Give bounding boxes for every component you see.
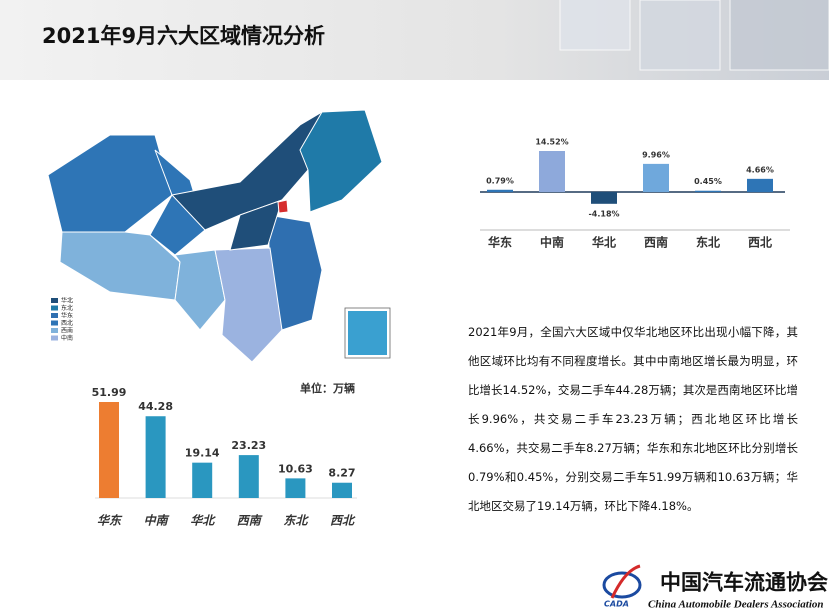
legend-swatch (51, 313, 58, 318)
analysis-text: 2021年9月，全国六大区域中仅华北地区环比出现小幅下降，其他区域环比均有不同程… (468, 325, 798, 513)
value-label: 8.27 (328, 467, 355, 480)
value-label: 4.66% (746, 165, 774, 174)
bar (539, 151, 565, 192)
value-label: 9.96% (642, 150, 670, 159)
bar (695, 190, 721, 192)
legend-label: 东北 (61, 304, 73, 312)
category-label: 东北 (283, 514, 309, 528)
value-label: 19.14 (185, 447, 220, 460)
logo-abbr: CADA (604, 600, 629, 609)
value-label: 14.52% (535, 138, 568, 147)
category-label: 华北 (592, 235, 616, 250)
value-label: 44.28 (138, 400, 173, 413)
logo-en: China Automobile Dealers Association (648, 599, 824, 611)
value-label: 51.99 (92, 386, 127, 399)
legend-label: 西南 (61, 327, 73, 335)
bar (591, 192, 617, 204)
category-label: 西南 (644, 235, 668, 250)
legend-label: 华北 (61, 297, 73, 305)
legend-swatch (51, 298, 58, 303)
legend-label: 中南 (61, 334, 73, 342)
category-label: 华东 (488, 235, 512, 250)
value-label: 23.23 (231, 439, 266, 452)
legend-swatch (51, 335, 58, 341)
value-label: -4.18% (588, 209, 619, 218)
category-label: 华东 (97, 514, 123, 528)
bar (747, 178, 773, 192)
legend-swatch (51, 320, 58, 326)
value-label: 0.45% (694, 177, 722, 186)
legend-swatch (51, 328, 58, 333)
legend-label: 华东 (61, 312, 73, 320)
category-label: 中南 (144, 514, 170, 528)
legend-label: 西北 (61, 319, 73, 327)
category-label: 华北 (190, 514, 216, 528)
bar (643, 163, 669, 192)
bar (285, 478, 306, 498)
category-label: 东北 (696, 235, 720, 250)
bar (238, 455, 259, 498)
category-label: 中南 (540, 235, 564, 250)
unit-label: 单位：万辆 (300, 381, 355, 395)
legend-swatch (51, 305, 58, 311)
value-label: 0.79% (486, 176, 514, 185)
bar (192, 462, 213, 498)
header-cubes (559, 0, 829, 71)
logo-icon (602, 564, 642, 599)
category-label: 西北 (330, 514, 356, 528)
china-map (47, 109, 383, 363)
bar (332, 482, 352, 498)
map-inset (344, 307, 391, 359)
logo-cn: 中国汽车流通协会 (660, 570, 828, 595)
category-label: 西南 (237, 514, 263, 528)
category-label: 西北 (748, 235, 772, 250)
bar (145, 416, 166, 498)
bar (487, 189, 513, 192)
value-label: 10.63 (278, 462, 313, 475)
bar (99, 402, 119, 498)
page-title: 2021年9月六大区域情况分析 (42, 24, 325, 48)
